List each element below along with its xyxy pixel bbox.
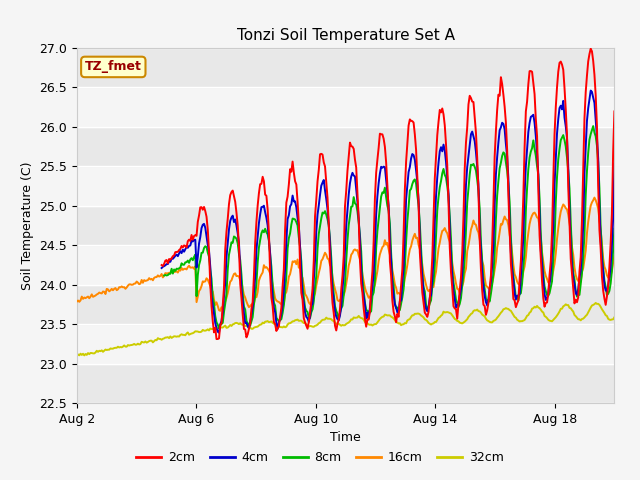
Y-axis label: Soil Temperature (C): Soil Temperature (C)	[20, 161, 34, 290]
Bar	[77, 245, 614, 285]
Bar	[77, 285, 614, 324]
Bar	[77, 167, 614, 206]
Bar	[77, 127, 614, 167]
Bar	[77, 364, 614, 403]
Bar	[77, 48, 614, 87]
Title: Tonzi Soil Temperature Set A: Tonzi Soil Temperature Set A	[237, 28, 454, 43]
X-axis label: Time: Time	[330, 432, 361, 444]
Text: TZ_fmet: TZ_fmet	[85, 60, 141, 73]
Bar	[77, 87, 614, 127]
Bar	[77, 324, 614, 364]
Legend: 2cm, 4cm, 8cm, 16cm, 32cm: 2cm, 4cm, 8cm, 16cm, 32cm	[131, 446, 509, 469]
Bar	[77, 206, 614, 245]
